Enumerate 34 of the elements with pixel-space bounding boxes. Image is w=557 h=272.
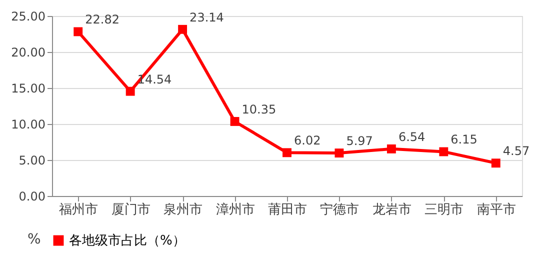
y-tick-label: 15.00 [11,82,46,96]
x-tick-label: 南平市 [476,202,516,218]
point [386,144,396,154]
data-label: 6.02 [294,134,321,148]
y-tick-label: 20.00 [11,46,46,60]
point [126,86,135,96]
x-tick-label: 漳州市 [216,202,255,218]
data-label: 22.82 [85,12,120,27]
x-tick-label: 三明市 [424,202,464,218]
x-tick-label: 泉州市 [164,202,203,218]
point [439,147,448,156]
legend-label: 各地级市占比（%） [69,234,186,248]
point [491,158,500,168]
x-tick-label: 莆田市 [268,202,307,218]
x-tick-label: 厦门市 [111,202,150,218]
y-axis-title: % [28,232,41,248]
point [334,148,344,158]
x-tick-label: 龙岩市 [372,202,412,218]
y-tick-label: 0.00 [18,190,46,204]
y-tick-label: 10.00 [11,118,46,132]
x-tick-label: 福州市 [59,202,98,218]
point [230,117,240,126]
y-tick-label: 5.00 [18,154,46,168]
point [282,148,292,158]
data-label: 4.57 [502,144,530,158]
data-label: 23.14 [190,10,224,24]
y-tick-label: 25.00 [11,10,46,24]
data-label: 6.15 [450,132,478,147]
point [178,24,188,34]
x-tick-label: 宁德市 [320,202,360,218]
data-label: 5.97 [346,134,373,148]
data-label: 10.35 [242,102,276,116]
point [74,27,83,36]
data-label: 6.54 [398,130,426,144]
